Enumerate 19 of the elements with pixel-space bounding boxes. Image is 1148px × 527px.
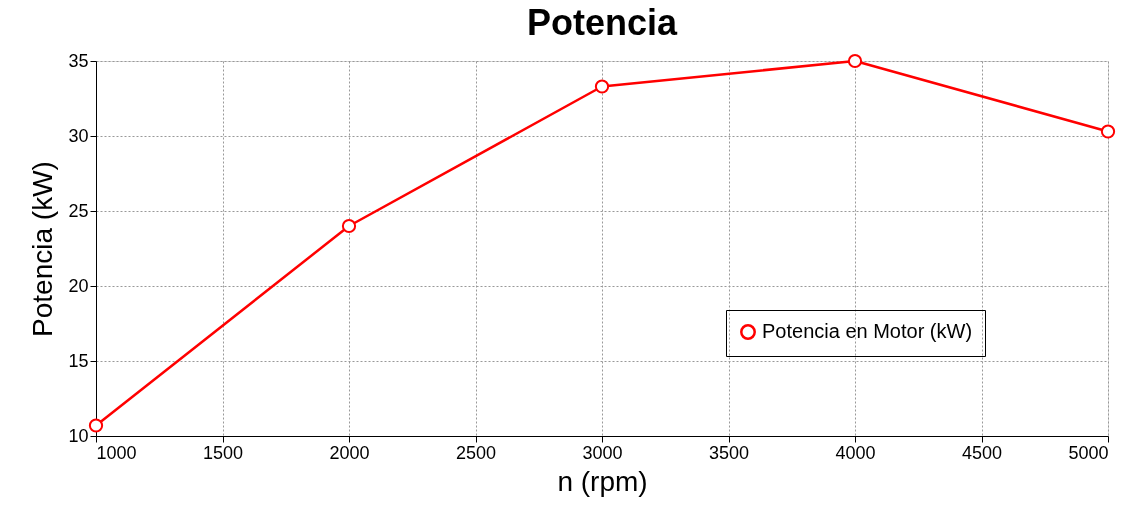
y-axis-title: Potencia (kW) xyxy=(27,161,59,337)
x-tick-label: 4500 xyxy=(961,442,1003,463)
x-tick-label: 1000 xyxy=(96,442,137,463)
y-tick-label: 10 xyxy=(68,425,89,446)
y-tick-label: 15 xyxy=(68,350,89,371)
x-tick-label: 2000 xyxy=(329,442,370,463)
x-tick-label: 2500 xyxy=(455,442,497,463)
x-tick-label: 3000 xyxy=(582,442,623,463)
x-axis-title: n (rpm) xyxy=(557,465,648,497)
x-tick-label: 1500 xyxy=(202,442,244,463)
y-tick-label: 25 xyxy=(68,200,89,221)
x-tick-label: 3500 xyxy=(708,442,750,463)
y-tick-label: 35 xyxy=(68,50,89,71)
y-tick-label: 20 xyxy=(68,275,89,296)
chart-title: Potencia xyxy=(526,1,678,43)
x-tick-label: 4000 xyxy=(835,442,876,463)
legend-label: Potencia en Motor (kW) xyxy=(762,320,973,342)
x-tick-label: 5000 xyxy=(1068,442,1109,463)
y-tick-label: 30 xyxy=(68,125,89,146)
